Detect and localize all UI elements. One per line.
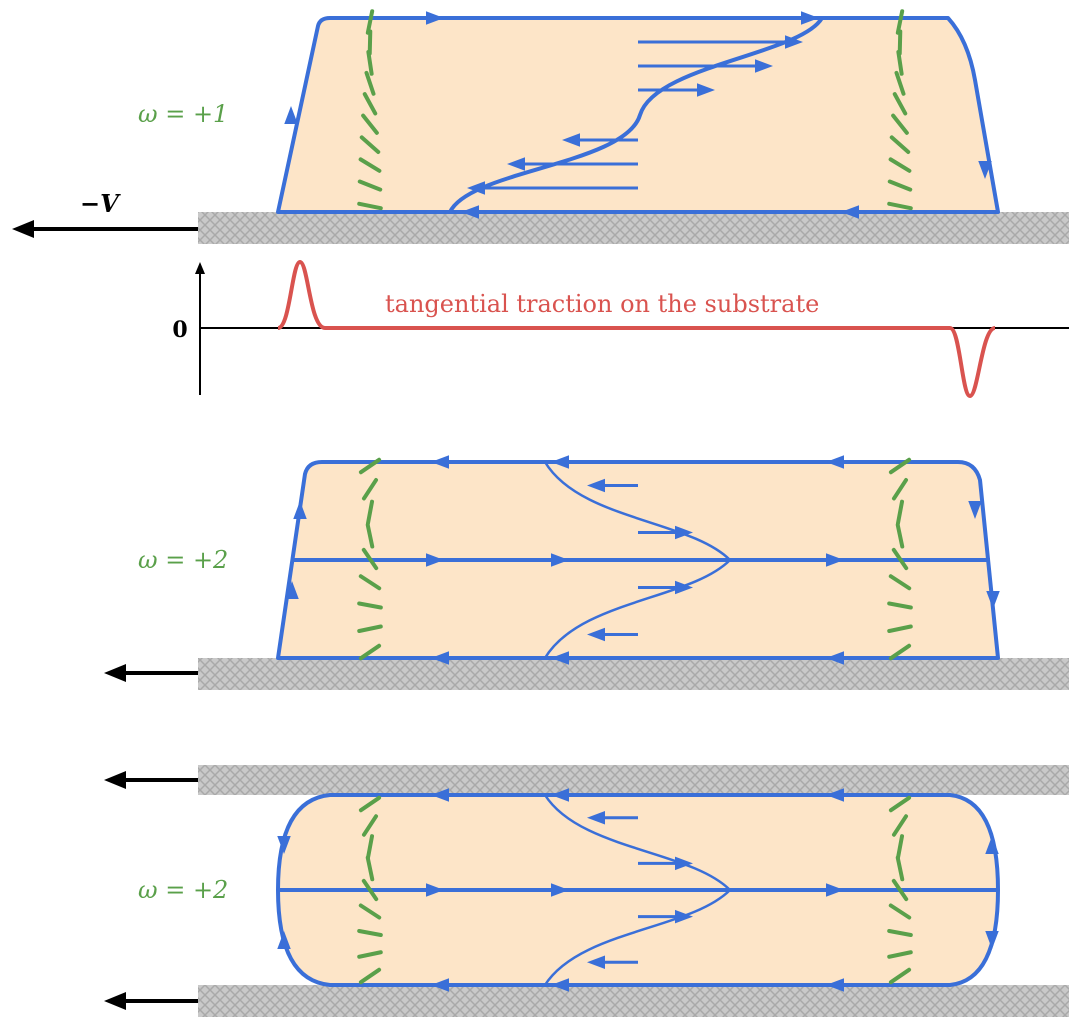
winding-label: ω = +2 (138, 546, 228, 574)
panel-3: ω = +2 (104, 765, 1069, 1017)
velocity-label: −V (80, 189, 121, 218)
arrow-head (104, 664, 126, 682)
panel-2: ω = +2 (104, 462, 1069, 690)
director (370, 31, 371, 53)
winding-label: ω = +2 (138, 876, 228, 904)
axis-arrow (195, 262, 205, 274)
figure: −V ω = +1 0 tangential traction on the s… (0, 0, 1069, 1017)
page: −V ω = +1 0 tangential traction on the s… (0, 0, 1069, 1017)
zero-label: 0 (172, 317, 187, 343)
traction-plot: 0 tangential traction on the substrate (172, 262, 1069, 396)
substrate (198, 658, 1069, 690)
arrow-head (12, 220, 34, 238)
arrow-head (104, 992, 126, 1010)
substrate-top (198, 765, 1069, 795)
substrate-bottom (198, 985, 1069, 1017)
traction-caption: tangential traction on the substrate (385, 290, 819, 318)
substrate (198, 212, 1069, 244)
arrow-head (104, 771, 126, 789)
director (900, 31, 901, 53)
traction-curve (278, 262, 995, 396)
winding-label: ω = +1 (138, 100, 228, 128)
flow-arrow (284, 106, 298, 124)
